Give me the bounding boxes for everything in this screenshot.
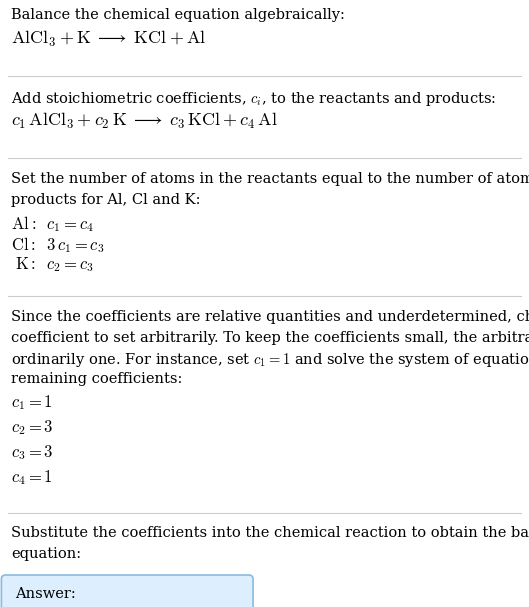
Text: $\mathrm{AlCl_3 + K} \;\longrightarrow\; \mathrm{KCl + Al}$: $\mathrm{AlCl_3 + K} \;\longrightarrow\;… bbox=[11, 29, 206, 49]
Text: $c_1 = 1$: $c_1 = 1$ bbox=[11, 393, 53, 412]
Text: Add stoichiometric coefficients, $c_i$, to the reactants and products:: Add stoichiometric coefficients, $c_i$, … bbox=[11, 90, 496, 108]
FancyBboxPatch shape bbox=[2, 575, 253, 607]
Text: Answer:: Answer: bbox=[15, 588, 76, 602]
Text: Substitute the coefficients into the chemical reaction to obtain the balanced: Substitute the coefficients into the che… bbox=[11, 526, 529, 540]
Text: $c_1\,\mathrm{AlCl_3} + c_2\,\mathrm{K} \;\longrightarrow\; c_3\,\mathrm{KCl} + : $c_1\,\mathrm{AlCl_3} + c_2\,\mathrm{K} … bbox=[11, 111, 278, 131]
Text: Balance the chemical equation algebraically:: Balance the chemical equation algebraica… bbox=[11, 8, 345, 22]
Text: remaining coefficients:: remaining coefficients: bbox=[11, 372, 183, 386]
Text: ordinarily one. For instance, set $c_1 = 1$ and solve the system of equations fo: ordinarily one. For instance, set $c_1 =… bbox=[11, 351, 529, 370]
Text: Since the coefficients are relative quantities and underdetermined, choose a: Since the coefficients are relative quan… bbox=[11, 310, 529, 324]
Text: $c_2 = 3$: $c_2 = 3$ bbox=[11, 418, 53, 437]
Text: $c_4 = 1$: $c_4 = 1$ bbox=[11, 468, 53, 487]
Text: products for Al, Cl and K:: products for Al, Cl and K: bbox=[11, 193, 200, 207]
Text: $\mathrm{\;K{:}}\;\; c_2 = c_3$: $\mathrm{\;K{:}}\;\; c_2 = c_3$ bbox=[11, 256, 94, 274]
Text: equation:: equation: bbox=[11, 548, 81, 561]
Text: $\mathrm{Cl{:}}\;\; 3\,c_1 = c_3$: $\mathrm{Cl{:}}\;\; 3\,c_1 = c_3$ bbox=[11, 235, 104, 254]
Text: $c_3 = 3$: $c_3 = 3$ bbox=[11, 443, 53, 462]
Text: coefficient to set arbitrarily. To keep the coefficients small, the arbitrary va: coefficient to set arbitrarily. To keep … bbox=[11, 331, 529, 345]
Text: Set the number of atoms in the reactants equal to the number of atoms in the: Set the number of atoms in the reactants… bbox=[11, 172, 529, 186]
Text: $\mathrm{Al{:}}\;\; c_1 = c_4$: $\mathrm{Al{:}}\;\; c_1 = c_4$ bbox=[11, 214, 95, 234]
